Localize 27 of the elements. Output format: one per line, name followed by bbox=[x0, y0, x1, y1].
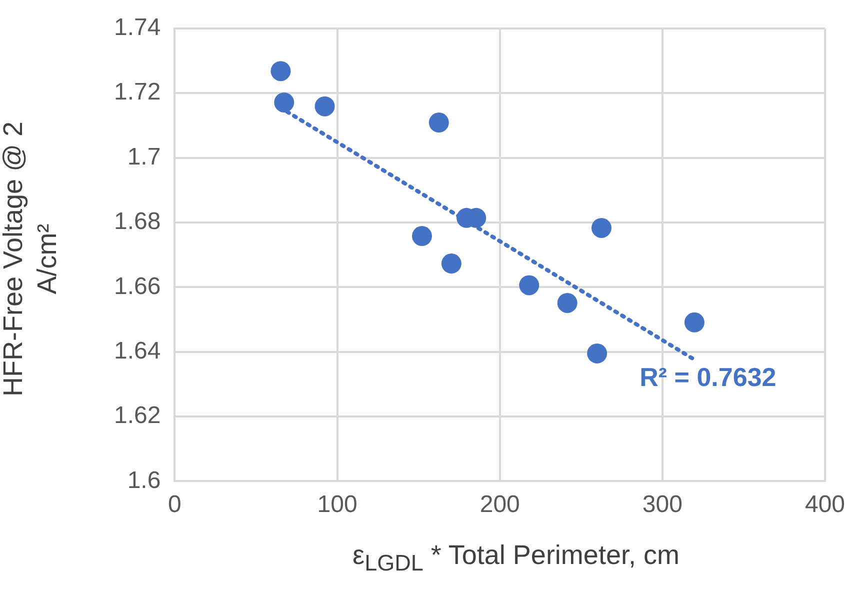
point bbox=[557, 292, 578, 313]
y-tick-label: 1.72 bbox=[114, 78, 161, 106]
y-tick-label: 1.66 bbox=[114, 272, 161, 300]
point bbox=[270, 61, 291, 82]
y-tick-label: 1.6 bbox=[127, 466, 161, 494]
y-tick-label: 1.68 bbox=[114, 208, 161, 236]
point bbox=[274, 92, 294, 112]
x-tick-label: 300 bbox=[642, 491, 682, 518]
annotation: R² = 0.7632 bbox=[640, 362, 776, 392]
x-tick-label: 200 bbox=[480, 491, 520, 518]
x-axis-title: ε$_{LGDL}$ * Total Perimeter, cm bbox=[352, 540, 680, 576]
point bbox=[441, 254, 462, 274]
point bbox=[587, 343, 608, 364]
y-axis-title: HFR-Free Voltage @ 2 A/cm² bbox=[0, 120, 63, 399]
point bbox=[591, 218, 612, 238]
x-tick-label: 100 bbox=[317, 491, 358, 518]
y-tick-label: 1.62 bbox=[114, 402, 161, 430]
y-tick-label: 1.7 bbox=[127, 143, 161, 170]
point bbox=[519, 275, 540, 296]
y-tick-label: 1.64 bbox=[114, 337, 161, 364]
x-tick-label: 0 bbox=[168, 491, 182, 518]
x-tick-label: 400 bbox=[804, 491, 846, 518]
point bbox=[684, 312, 704, 332]
point bbox=[314, 96, 335, 116]
y-tick-label: 1.74 bbox=[114, 14, 161, 42]
point bbox=[412, 226, 432, 246]
point bbox=[428, 112, 449, 133]
